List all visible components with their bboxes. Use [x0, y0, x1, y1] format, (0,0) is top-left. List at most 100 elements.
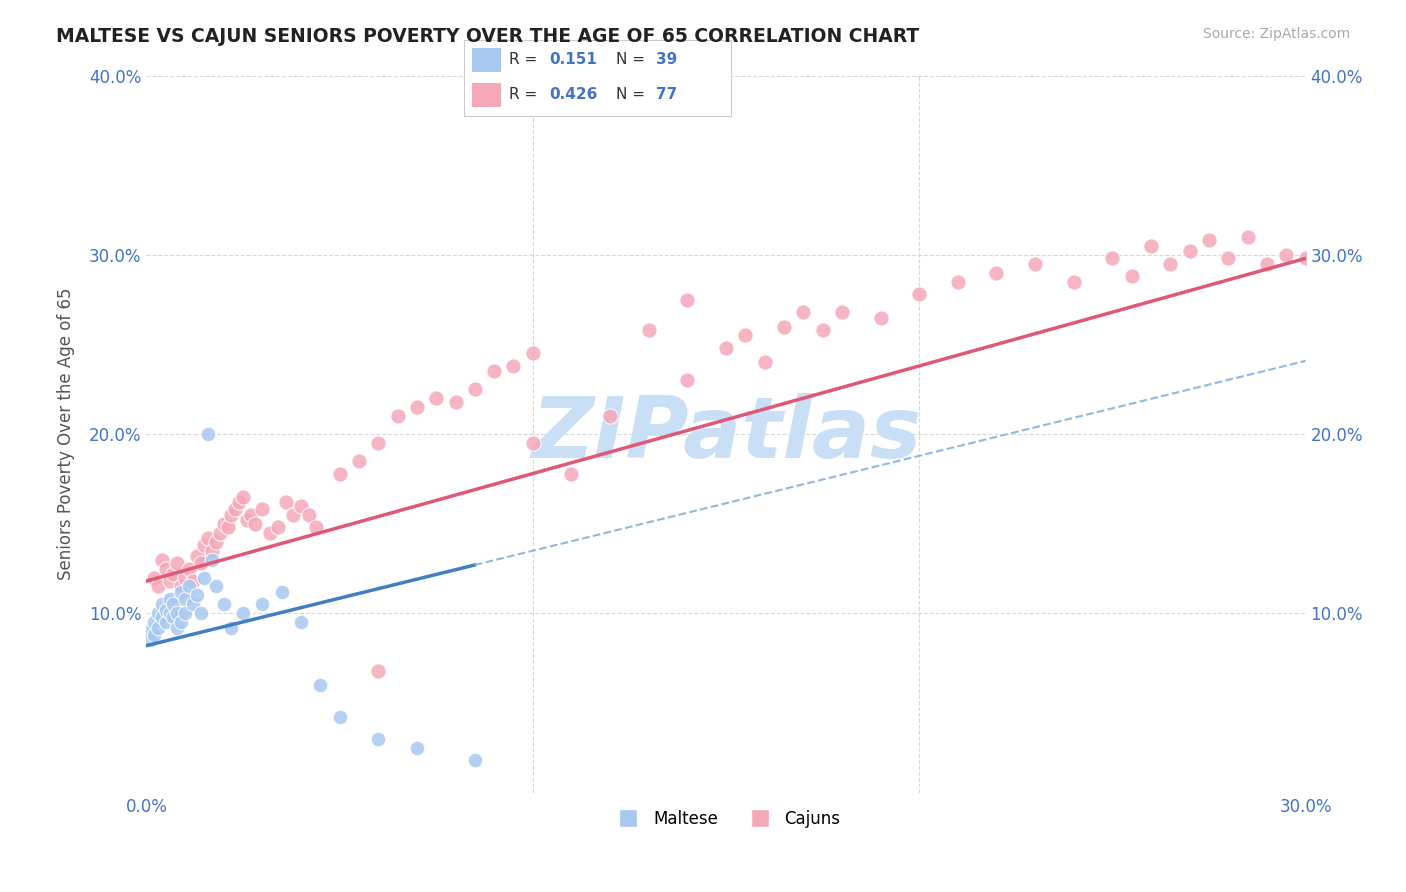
Point	[946, 275, 969, 289]
Point	[174, 592, 197, 607]
Point	[811, 323, 834, 337]
Point	[502, 359, 524, 373]
Point	[243, 516, 266, 531]
Point	[217, 520, 239, 534]
Point	[170, 585, 193, 599]
Text: 0.426: 0.426	[550, 87, 598, 103]
Point	[347, 454, 370, 468]
Point	[205, 579, 228, 593]
Point	[159, 574, 181, 588]
Point	[522, 346, 544, 360]
Legend: Maltese, Cajuns: Maltese, Cajuns	[605, 803, 848, 835]
Point	[155, 603, 177, 617]
Point	[146, 579, 169, 593]
Point	[773, 319, 796, 334]
Point	[166, 556, 188, 570]
Point	[186, 589, 208, 603]
Point	[637, 323, 659, 337]
Point	[714, 341, 737, 355]
Point	[221, 508, 243, 522]
Point	[1236, 230, 1258, 244]
Point	[166, 607, 188, 621]
Point	[166, 621, 188, 635]
Bar	[472, 83, 502, 107]
Point	[1295, 252, 1317, 266]
Point	[139, 624, 162, 639]
Point	[197, 531, 219, 545]
Point	[406, 400, 429, 414]
Point	[143, 570, 166, 584]
Point	[270, 585, 292, 599]
Point	[1218, 252, 1240, 266]
Point	[159, 592, 181, 607]
Point	[155, 561, 177, 575]
Point	[754, 355, 776, 369]
Point	[290, 499, 312, 513]
Point	[162, 610, 184, 624]
Point	[482, 364, 505, 378]
Point	[162, 598, 184, 612]
Point	[274, 495, 297, 509]
Point	[1275, 248, 1298, 262]
Point	[177, 561, 200, 575]
Text: 0.151: 0.151	[550, 53, 598, 68]
Text: 39: 39	[657, 53, 678, 68]
Point	[869, 310, 891, 325]
Point	[444, 394, 467, 409]
Point	[232, 607, 254, 621]
Point	[329, 710, 352, 724]
Point	[177, 579, 200, 593]
Point	[734, 328, 756, 343]
Point	[252, 598, 274, 612]
Text: 77: 77	[657, 87, 678, 103]
Point	[201, 543, 224, 558]
Text: MALTESE VS CAJUN SENIORS POVERTY OVER THE AGE OF 65 CORRELATION CHART: MALTESE VS CAJUN SENIORS POVERTY OVER TH…	[56, 27, 920, 45]
Point	[305, 520, 328, 534]
Point	[1178, 244, 1201, 259]
Point	[146, 607, 169, 621]
Point	[290, 615, 312, 630]
Point	[252, 502, 274, 516]
Point	[309, 678, 332, 692]
Point	[239, 508, 262, 522]
Point	[259, 525, 281, 540]
Point	[150, 598, 173, 612]
Point	[1198, 234, 1220, 248]
Point	[1121, 269, 1143, 284]
Point	[162, 566, 184, 581]
Point	[139, 633, 162, 648]
Point	[205, 534, 228, 549]
Point	[150, 552, 173, 566]
Text: R =: R =	[509, 87, 543, 103]
Point	[159, 607, 181, 621]
Point	[599, 409, 621, 424]
Point	[406, 740, 429, 755]
Point	[1101, 252, 1123, 266]
Bar	[472, 47, 502, 72]
Point	[232, 490, 254, 504]
Point	[143, 628, 166, 642]
Point	[190, 607, 212, 621]
Point	[197, 427, 219, 442]
Point	[221, 621, 243, 635]
Point	[193, 538, 215, 552]
Point	[181, 598, 204, 612]
Point	[831, 305, 853, 319]
Point	[425, 391, 447, 405]
Point	[170, 615, 193, 630]
Point	[367, 664, 389, 678]
Point	[190, 556, 212, 570]
Point	[298, 508, 321, 522]
Point	[329, 467, 352, 481]
Point	[283, 508, 305, 522]
Point	[174, 607, 197, 621]
Point	[792, 305, 814, 319]
Point	[146, 621, 169, 635]
Point	[464, 753, 486, 767]
Point	[1256, 257, 1278, 271]
Point	[908, 287, 931, 301]
Text: N =: N =	[616, 87, 650, 103]
Text: Source: ZipAtlas.com: Source: ZipAtlas.com	[1202, 27, 1350, 41]
Point	[228, 495, 250, 509]
Point	[267, 520, 290, 534]
